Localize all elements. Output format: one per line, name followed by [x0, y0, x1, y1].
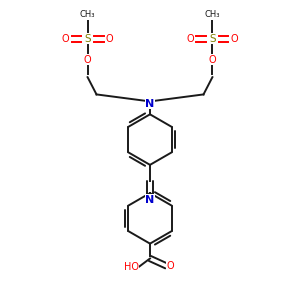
Text: CH₃: CH₃ — [80, 10, 95, 19]
Text: O: O — [231, 34, 238, 44]
Text: O: O — [187, 34, 194, 44]
Text: S: S — [209, 34, 216, 44]
Text: O: O — [106, 34, 113, 44]
Text: O: O — [84, 55, 92, 65]
Text: O: O — [62, 34, 69, 44]
Text: CH₃: CH₃ — [205, 10, 220, 19]
Text: S: S — [84, 34, 91, 44]
Text: O: O — [208, 55, 216, 65]
Text: N: N — [146, 195, 154, 205]
Text: O: O — [167, 261, 174, 271]
Text: N: N — [146, 99, 154, 109]
Text: HO: HO — [124, 262, 139, 272]
